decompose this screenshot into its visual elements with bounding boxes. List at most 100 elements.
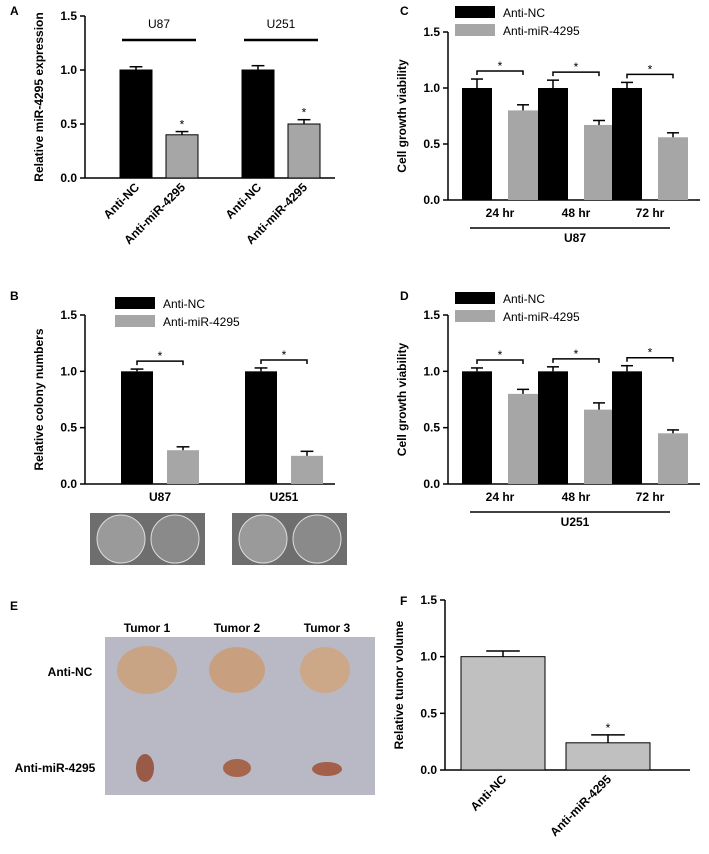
x-tick-label: Anti-NC xyxy=(101,180,143,222)
y-tick-label: 1.5 xyxy=(60,308,77,322)
bar xyxy=(658,137,688,200)
significance-mark: * xyxy=(498,59,503,73)
bar xyxy=(612,88,642,200)
bar xyxy=(291,455,323,484)
y-tick-label: 0.5 xyxy=(60,421,77,435)
significance-mark: * xyxy=(282,348,287,362)
y-axis-label: Relative miR-4295 expression xyxy=(32,12,46,181)
y-tick-label: 0.5 xyxy=(423,421,440,435)
legend-label: Anti-miR-4295 xyxy=(503,310,580,324)
y-tick-label: 0.5 xyxy=(423,137,440,151)
significance-bracket xyxy=(626,73,674,79)
significance-mark: * xyxy=(574,60,579,74)
y-tick-label: 1.5 xyxy=(423,308,440,322)
bar xyxy=(612,371,642,484)
significance-bracket xyxy=(626,356,674,362)
x-tick-label: U251 xyxy=(270,490,299,504)
y-tick-label: 1.0 xyxy=(420,650,437,664)
legend-label: Anti-miR-4295 xyxy=(503,24,580,38)
bar xyxy=(584,409,614,484)
significance-mark: * xyxy=(574,347,579,361)
significance-mark: * xyxy=(648,346,653,360)
panel-label: B xyxy=(10,289,19,303)
bar xyxy=(245,371,277,484)
legend-label: Anti-NC xyxy=(503,292,545,306)
y-axis-label: Relative tumor volume xyxy=(392,620,406,749)
y-tick-label: 0.0 xyxy=(60,477,77,491)
y-tick-label: 1.5 xyxy=(60,9,77,23)
bar xyxy=(538,88,568,200)
legend-label: Anti-NC xyxy=(503,6,545,20)
significance-bracket xyxy=(260,359,308,364)
significance-mark: * xyxy=(180,118,185,132)
bar xyxy=(241,69,275,179)
panel-label: E xyxy=(10,599,18,613)
significance-bracket xyxy=(476,359,524,364)
x-tick-label: 72 hr xyxy=(636,206,665,220)
panel-label: A xyxy=(10,4,19,18)
x-tick-label: 48 hr xyxy=(562,490,591,504)
column-label: Tumor 3 xyxy=(304,621,351,635)
legend-swatch xyxy=(455,310,495,322)
significance-bracket xyxy=(552,358,600,363)
legend-label: Anti-NC xyxy=(163,297,205,311)
bar xyxy=(167,450,199,484)
significance-mark: * xyxy=(498,348,503,362)
legend-label: Anti-miR-4295 xyxy=(163,315,240,329)
y-tick-label: 0.5 xyxy=(60,117,77,131)
bar xyxy=(462,371,492,484)
y-tick-label: 0.0 xyxy=(420,763,437,777)
group-label: U251 xyxy=(267,17,296,31)
bar xyxy=(287,123,321,179)
x-tick-label: 48 hr xyxy=(562,206,591,220)
bar xyxy=(584,124,614,200)
group-label: U87 xyxy=(564,231,586,245)
y-tick-label: 1.5 xyxy=(420,593,437,607)
x-tick-label: Anti-NC xyxy=(468,772,510,814)
y-tick-label: 1.0 xyxy=(423,364,440,378)
bar xyxy=(565,742,651,771)
bar xyxy=(508,393,538,484)
y-axis-label: Cell growth viability xyxy=(395,59,409,173)
significance-bracket xyxy=(476,70,524,76)
legend-swatch xyxy=(455,24,495,36)
row-label: Anti-NC xyxy=(48,665,93,679)
y-tick-label: 1.5 xyxy=(423,25,440,39)
well-image xyxy=(90,513,205,565)
bar xyxy=(508,110,538,200)
column-label: Tumor 1 xyxy=(124,621,171,635)
y-axis-label: Cell growth viability xyxy=(395,343,409,457)
panel-label: C xyxy=(400,4,409,18)
legend-swatch xyxy=(455,292,495,304)
y-tick-label: 0.0 xyxy=(423,477,440,491)
x-tick-label: 24 hr xyxy=(486,490,515,504)
group-label: U251 xyxy=(561,515,590,529)
x-tick-label: 72 hr xyxy=(636,490,665,504)
significance-bracket xyxy=(552,71,600,77)
significance-bracket xyxy=(136,360,184,366)
x-tick-label: U87 xyxy=(149,490,171,504)
y-tick-label: 1.0 xyxy=(60,364,77,378)
legend-swatch xyxy=(115,315,155,327)
tumor-photo xyxy=(105,637,375,795)
row-label: Anti-miR-4295 xyxy=(15,761,96,775)
significance-mark: * xyxy=(302,106,307,120)
bar xyxy=(165,134,199,179)
legend-swatch xyxy=(115,297,155,309)
y-tick-label: 0.0 xyxy=(423,193,440,207)
significance-mark: * xyxy=(158,349,163,363)
bar xyxy=(658,433,688,484)
panel-label: D xyxy=(400,289,409,303)
x-tick-label: Anti-NC xyxy=(223,180,265,222)
bar xyxy=(462,88,492,200)
legend-swatch xyxy=(455,6,495,18)
y-axis-label: Relative colony numbers xyxy=(32,328,46,470)
bar xyxy=(119,69,153,179)
bar xyxy=(121,371,153,484)
bar xyxy=(460,656,546,771)
y-tick-label: 1.0 xyxy=(423,81,440,95)
group-label: U87 xyxy=(148,17,170,31)
x-tick-label: Anti-miR-4295 xyxy=(547,772,614,839)
y-tick-label: 0.5 xyxy=(420,706,437,720)
